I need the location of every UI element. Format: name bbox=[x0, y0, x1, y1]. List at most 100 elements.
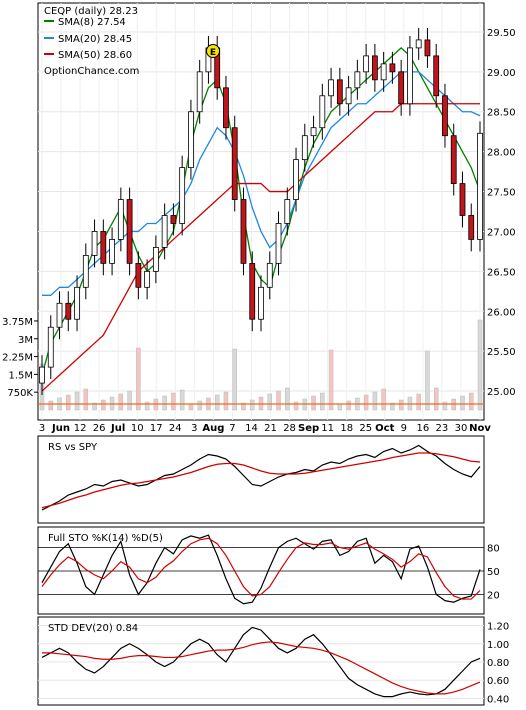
volume-bar bbox=[267, 393, 273, 411]
candle-body bbox=[240, 199, 247, 264]
x-tick-label: 21 bbox=[264, 423, 277, 434]
stddev-panel-frame bbox=[37, 616, 485, 706]
x-tick-label: 28 bbox=[283, 423, 296, 434]
candle-body bbox=[345, 87, 352, 105]
candle-body bbox=[126, 199, 133, 264]
legend-swatch-sma50 bbox=[44, 53, 54, 55]
volume-bar bbox=[346, 400, 351, 411]
price-title: CEQP (daily) 28.23 bbox=[44, 6, 138, 17]
rs-average-line bbox=[41, 452, 481, 509]
stddev-tick-label: 0.80 bbox=[487, 658, 509, 669]
x-tick-label: 3 bbox=[39, 423, 45, 434]
candle-body bbox=[407, 47, 413, 105]
sto-legend: Full STO %K(14) %D(5) bbox=[48, 533, 163, 544]
x-tick-label: 9 bbox=[401, 423, 407, 434]
volume-bar bbox=[381, 388, 386, 411]
tick-labels: 29.50 29.00 28.50 28.00 27.50 27.00 26.50 26.00… bbox=[2, 28, 516, 706]
price-tick-label: 29.50 bbox=[487, 28, 516, 39]
x-tick-label: 16 bbox=[417, 423, 430, 434]
price-tick-label: 26.00 bbox=[487, 307, 516, 318]
candle-body bbox=[117, 199, 124, 240]
volume-bar bbox=[293, 401, 299, 411]
volume-bar bbox=[442, 401, 448, 411]
sma-line bbox=[41, 103, 480, 392]
volume-bar bbox=[188, 403, 194, 411]
candle-body bbox=[424, 39, 431, 57]
volume-bar bbox=[320, 392, 325, 411]
price-tick-label: 28.00 bbox=[487, 148, 516, 159]
volume-bar bbox=[118, 393, 124, 411]
x-tick-label: 30 bbox=[455, 423, 468, 434]
candle-body bbox=[398, 71, 405, 105]
price-tick-label: 27.50 bbox=[487, 188, 516, 199]
watermark: OptionChance.com bbox=[44, 66, 139, 77]
volume-bar bbox=[127, 390, 132, 411]
x-tick-label: 24 bbox=[169, 423, 182, 434]
candle-body bbox=[354, 71, 361, 89]
volume-bar bbox=[74, 391, 80, 411]
stddev-tick-label: 0.60 bbox=[487, 676, 509, 687]
candle-body bbox=[249, 262, 256, 320]
volume-bar bbox=[337, 403, 343, 411]
volume-bar bbox=[101, 399, 106, 411]
earnings-marker-label: E bbox=[210, 48, 216, 58]
candle-body bbox=[196, 71, 203, 113]
legend-swatch-sma20 bbox=[44, 37, 54, 39]
stddev-line bbox=[41, 626, 481, 698]
candle-body bbox=[442, 95, 448, 137]
candle-body bbox=[74, 286, 80, 320]
candle-body bbox=[188, 111, 194, 169]
candle-body bbox=[328, 79, 334, 97]
sma-line bbox=[42, 71, 481, 296]
candle-body bbox=[258, 286, 264, 320]
volume-bar bbox=[171, 392, 176, 411]
sto-d-line bbox=[41, 537, 481, 600]
candle-body bbox=[459, 183, 466, 216]
volume-bar bbox=[433, 387, 439, 411]
volume-tick-label: 2.25M bbox=[2, 353, 33, 364]
candle-body bbox=[468, 215, 475, 240]
candle-body bbox=[275, 223, 282, 264]
x-tick-label: 23 bbox=[436, 423, 449, 434]
volume-bar bbox=[390, 402, 395, 411]
volume-bar bbox=[249, 399, 255, 411]
x-tick-label: Sep bbox=[298, 423, 319, 434]
candle-body bbox=[39, 366, 45, 384]
candle-body bbox=[380, 63, 387, 81]
x-tick-label: 18 bbox=[340, 423, 353, 434]
x-tick-label: Nov bbox=[469, 423, 491, 434]
candle-body bbox=[336, 79, 343, 105]
candlesticks bbox=[39, 27, 483, 396]
volume-bar bbox=[179, 389, 185, 411]
candle-body bbox=[152, 247, 159, 272]
price-tick-label: 27.00 bbox=[487, 227, 516, 238]
volume-bar bbox=[48, 400, 54, 411]
sto-panel-frame bbox=[37, 526, 485, 615]
stddev-tick-label: 1.20 bbox=[487, 622, 509, 633]
volume-tick-label: 3.75M bbox=[2, 317, 33, 328]
volume-bar bbox=[311, 395, 316, 411]
candle-body bbox=[100, 231, 107, 264]
x-tick-label: 10 bbox=[131, 423, 144, 434]
volume-bar bbox=[241, 402, 246, 411]
volume-bar bbox=[232, 348, 237, 411]
sto-tick-label: 20 bbox=[487, 590, 500, 601]
price-tick-label: 29.00 bbox=[487, 68, 516, 79]
x-tick-label: 14 bbox=[245, 423, 258, 434]
rs-panel-frame bbox=[37, 435, 485, 524]
volume-tick-label: 3M bbox=[18, 335, 33, 346]
volume-bar bbox=[398, 399, 404, 411]
candle-body bbox=[47, 326, 54, 368]
price-tick-label: 25.50 bbox=[487, 347, 516, 358]
candle-body bbox=[450, 135, 457, 184]
candle-body bbox=[319, 95, 326, 129]
stddev-average-line bbox=[42, 641, 481, 695]
volume-bar bbox=[223, 391, 229, 411]
price-tick-label: 25.00 bbox=[487, 387, 516, 398]
volume-bar bbox=[328, 349, 334, 411]
rs-line bbox=[41, 444, 481, 511]
legend-sma8: SMA(8) 27.54 bbox=[58, 17, 126, 28]
candle-body bbox=[371, 55, 378, 81]
